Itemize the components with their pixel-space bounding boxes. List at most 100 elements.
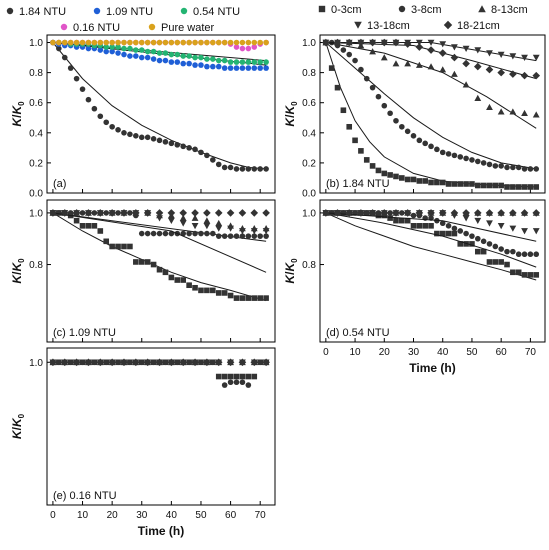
data-point [251,39,258,46]
series-8-13cm [322,39,540,129]
data-point [257,39,263,46]
data-point [121,51,127,58]
data-point [133,259,139,265]
data-point [451,44,458,51]
data-point [263,233,269,239]
data-point [251,65,258,71]
data-point [450,53,459,62]
data-point [120,358,128,367]
data-point [486,161,493,168]
data-point [144,54,151,61]
data-point [180,60,187,67]
data-point [210,230,216,237]
data-point [251,59,258,65]
data-point [239,65,246,71]
y-tick-label: 1.0 [302,208,316,219]
data-point [227,373,234,380]
legend-entry: 0.16 NTU [60,22,120,34]
data-point [392,209,400,217]
data-point [486,241,493,247]
data-point [67,210,74,216]
data-point [521,166,528,172]
data-point [155,209,164,217]
data-point [533,184,540,190]
data-point [239,59,246,65]
data-point [109,243,115,250]
series-18-21cm [49,209,270,217]
data-point [393,217,399,224]
legend-marker [148,23,156,31]
data-point [127,39,133,46]
fit-curve [325,42,537,188]
data-point [463,230,469,237]
data-point [85,39,92,46]
y-tick-label: 1.0 [29,208,43,219]
data-point [227,59,234,65]
data-point [210,39,216,46]
data-point [198,230,204,237]
data-point [85,45,92,52]
x-tick-label: 10 [350,347,362,358]
data-point [103,119,110,126]
x-tick-label: 70 [255,510,267,521]
data-point [233,233,240,239]
legend-left-row1: 1.84 NTU 1.09 NTU 0.54 NTU [6,6,240,18]
data-point [103,48,110,55]
data-point [515,269,522,276]
x-tick-label: 50 [466,347,478,358]
series-0-3cm [323,39,540,190]
data-point [333,38,342,47]
data-point [427,63,435,70]
data-point [79,359,86,366]
data-point [445,181,452,187]
legend-right-row2: 13-18cm 18-21cm [354,20,500,32]
data-point [510,248,516,255]
data-point [210,56,216,62]
y-tick-label: 0.2 [29,158,43,169]
fit-curve [325,212,537,242]
data-point [233,44,240,50]
data-point [221,57,228,64]
data-point [474,47,482,54]
data-point [203,217,211,224]
data-point [450,209,459,217]
data-point [227,379,234,386]
data-point [150,230,157,237]
data-point [422,178,428,184]
data-point [121,39,127,46]
data-point [156,266,163,273]
data-point [127,359,133,366]
data-point [191,223,199,230]
data-point [527,272,534,278]
data-point [504,184,510,190]
data-point [186,359,192,366]
data-point [239,379,246,386]
series-pure-water [50,39,269,46]
data-point [492,182,499,189]
legend-label: 3-8cm [411,4,442,16]
legend-label: Pure water [161,22,215,34]
x-axis-title: Time (h) [138,524,184,538]
data-point [84,358,93,367]
legend-marker [60,23,68,31]
data-point [399,123,405,130]
data-point [121,243,127,250]
data-point [162,269,169,276]
data-point [480,248,487,255]
data-point [84,209,93,217]
data-point [392,60,400,67]
data-point [150,261,157,268]
data-point [415,209,424,217]
data-point [375,210,382,216]
data-point [345,38,354,47]
data-point [387,215,393,221]
y-axis-title: K/K0 [10,258,26,284]
data-point [138,47,145,53]
data-point [138,54,145,61]
data-point [109,123,115,130]
data-point [174,277,181,283]
x-tick-label: 10 [77,510,89,521]
data-point [109,39,115,46]
data-point [486,103,493,111]
data-point [457,241,464,247]
